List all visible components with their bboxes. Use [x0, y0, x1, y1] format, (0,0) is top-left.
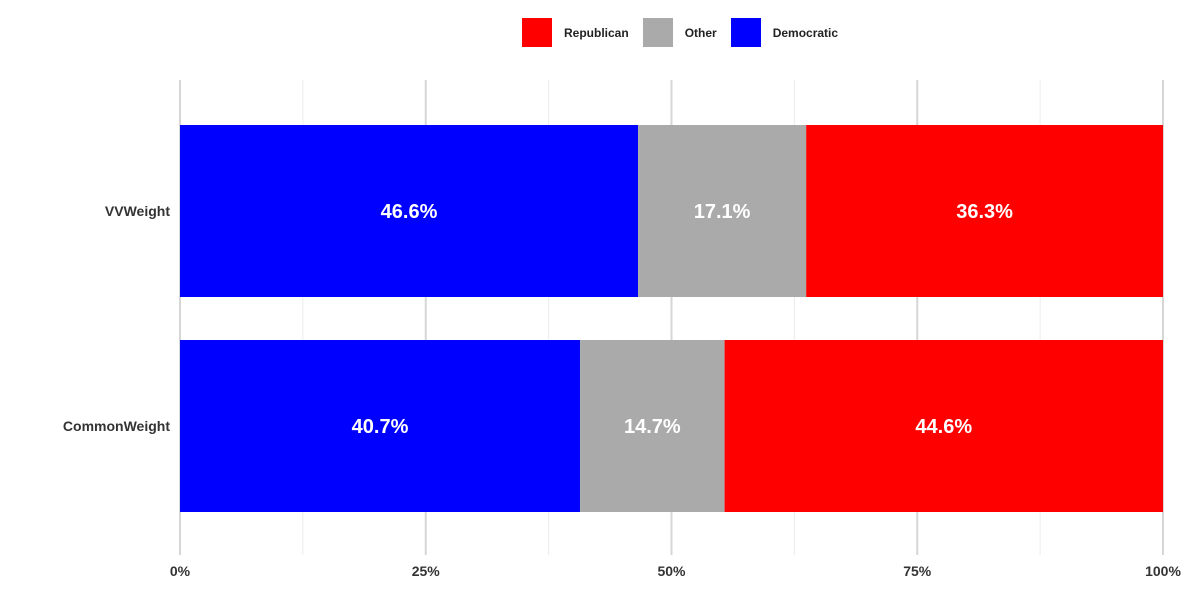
data-label-republican: 44.6% [915, 416, 972, 438]
chart-legend: Republican Other Democratic [522, 18, 852, 47]
data-label-democratic: 40.7% [352, 416, 409, 438]
legend-swatch-republican [522, 18, 552, 47]
data-label-other: 17.1% [694, 201, 751, 223]
bar-segment-democratic [180, 340, 581, 512]
bar-segment-republican [806, 125, 1163, 297]
legend-swatch-democratic [730, 18, 761, 47]
bar-segment-other [580, 340, 725, 512]
x-tick-label: 0% [170, 563, 191, 579]
bar-segment-democratic [180, 125, 639, 297]
legend-swatch-other [642, 18, 673, 47]
x-tick-label: 75% [903, 563, 932, 579]
legend-item-other: Other [642, 18, 719, 47]
legend-label-republican: Republican [564, 25, 629, 40]
y-category-label: CommonWeight [63, 418, 170, 434]
legend-label-other: Other [684, 25, 717, 40]
legend-item-republican: Republican [522, 18, 631, 47]
y-category-label: VVWeight [105, 203, 170, 219]
data-label-other: 14.7% [624, 416, 681, 438]
x-tick-label: 50% [657, 563, 686, 579]
bar-segment-other [638, 125, 807, 297]
data-label-republican: 36.3% [956, 201, 1013, 223]
legend-label-democratic: Democratic [772, 25, 839, 40]
data-label-democratic: 46.6% [381, 201, 438, 223]
bar-segment-republican [724, 340, 1163, 512]
legend-item-democratic: Democratic [730, 18, 840, 47]
x-tick-label: 25% [412, 563, 441, 579]
x-tick-label: 100% [1145, 563, 1181, 579]
